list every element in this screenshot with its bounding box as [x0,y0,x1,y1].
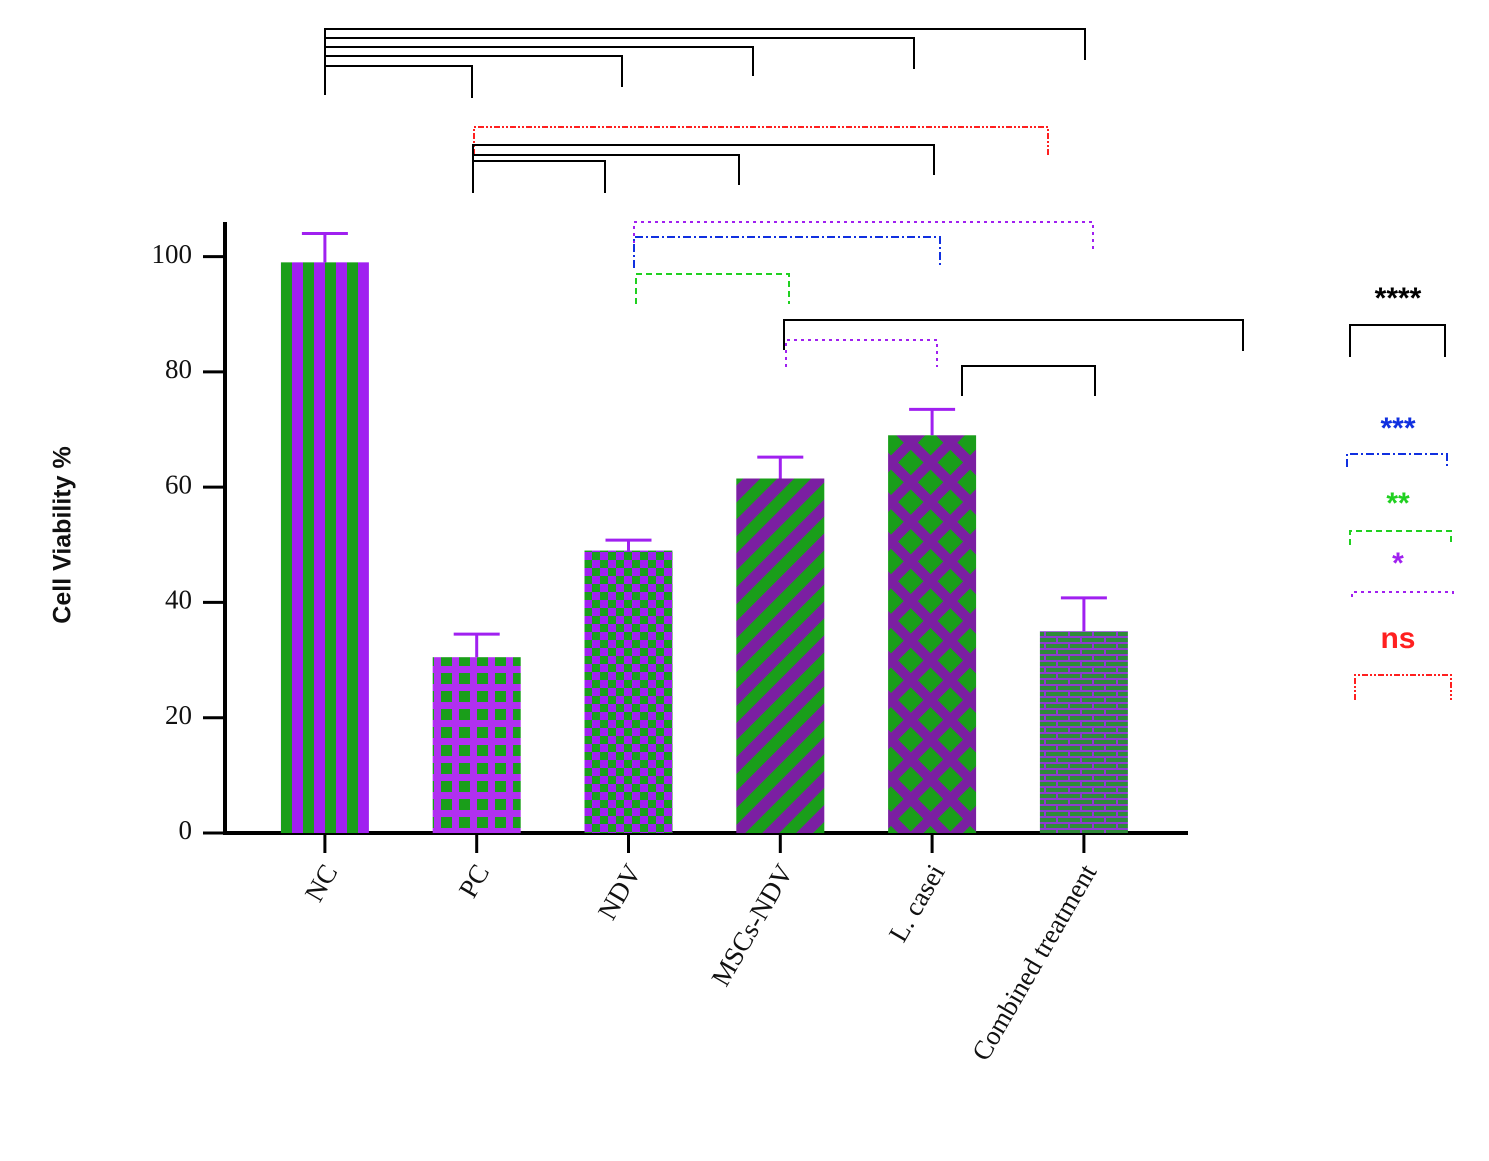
x-tick-label: NC [299,859,344,906]
y-axis-label: Cell Viability % [49,446,77,623]
y-tick-label: 0 [179,815,193,845]
y-tick-label: 20 [165,700,192,730]
significance-label: * [1392,547,1404,580]
bar [280,262,369,833]
significance-label: ns [1380,622,1415,655]
y-tick-label: 80 [165,354,192,384]
y-tick-label: 60 [165,469,192,499]
significance-label: *** [1380,412,1415,445]
significance-brackets [324,28,1454,700]
bar [888,435,977,833]
x-tick-label: Combined treatment [966,859,1103,1066]
bar [584,550,673,833]
y-tick-label: 40 [165,585,192,615]
significance-label: **** [1375,282,1422,315]
bar [1039,631,1128,833]
bar [432,657,521,833]
y-tick-label: 100 [152,239,193,269]
x-tick-label: L. casei [883,859,951,947]
significance-label: ** [1386,487,1410,520]
x-tick-label: MSCs-NDV [705,859,799,991]
x-tick-label: NDV [592,859,647,925]
x-tick-label: PC [453,859,495,903]
bar [736,478,825,833]
